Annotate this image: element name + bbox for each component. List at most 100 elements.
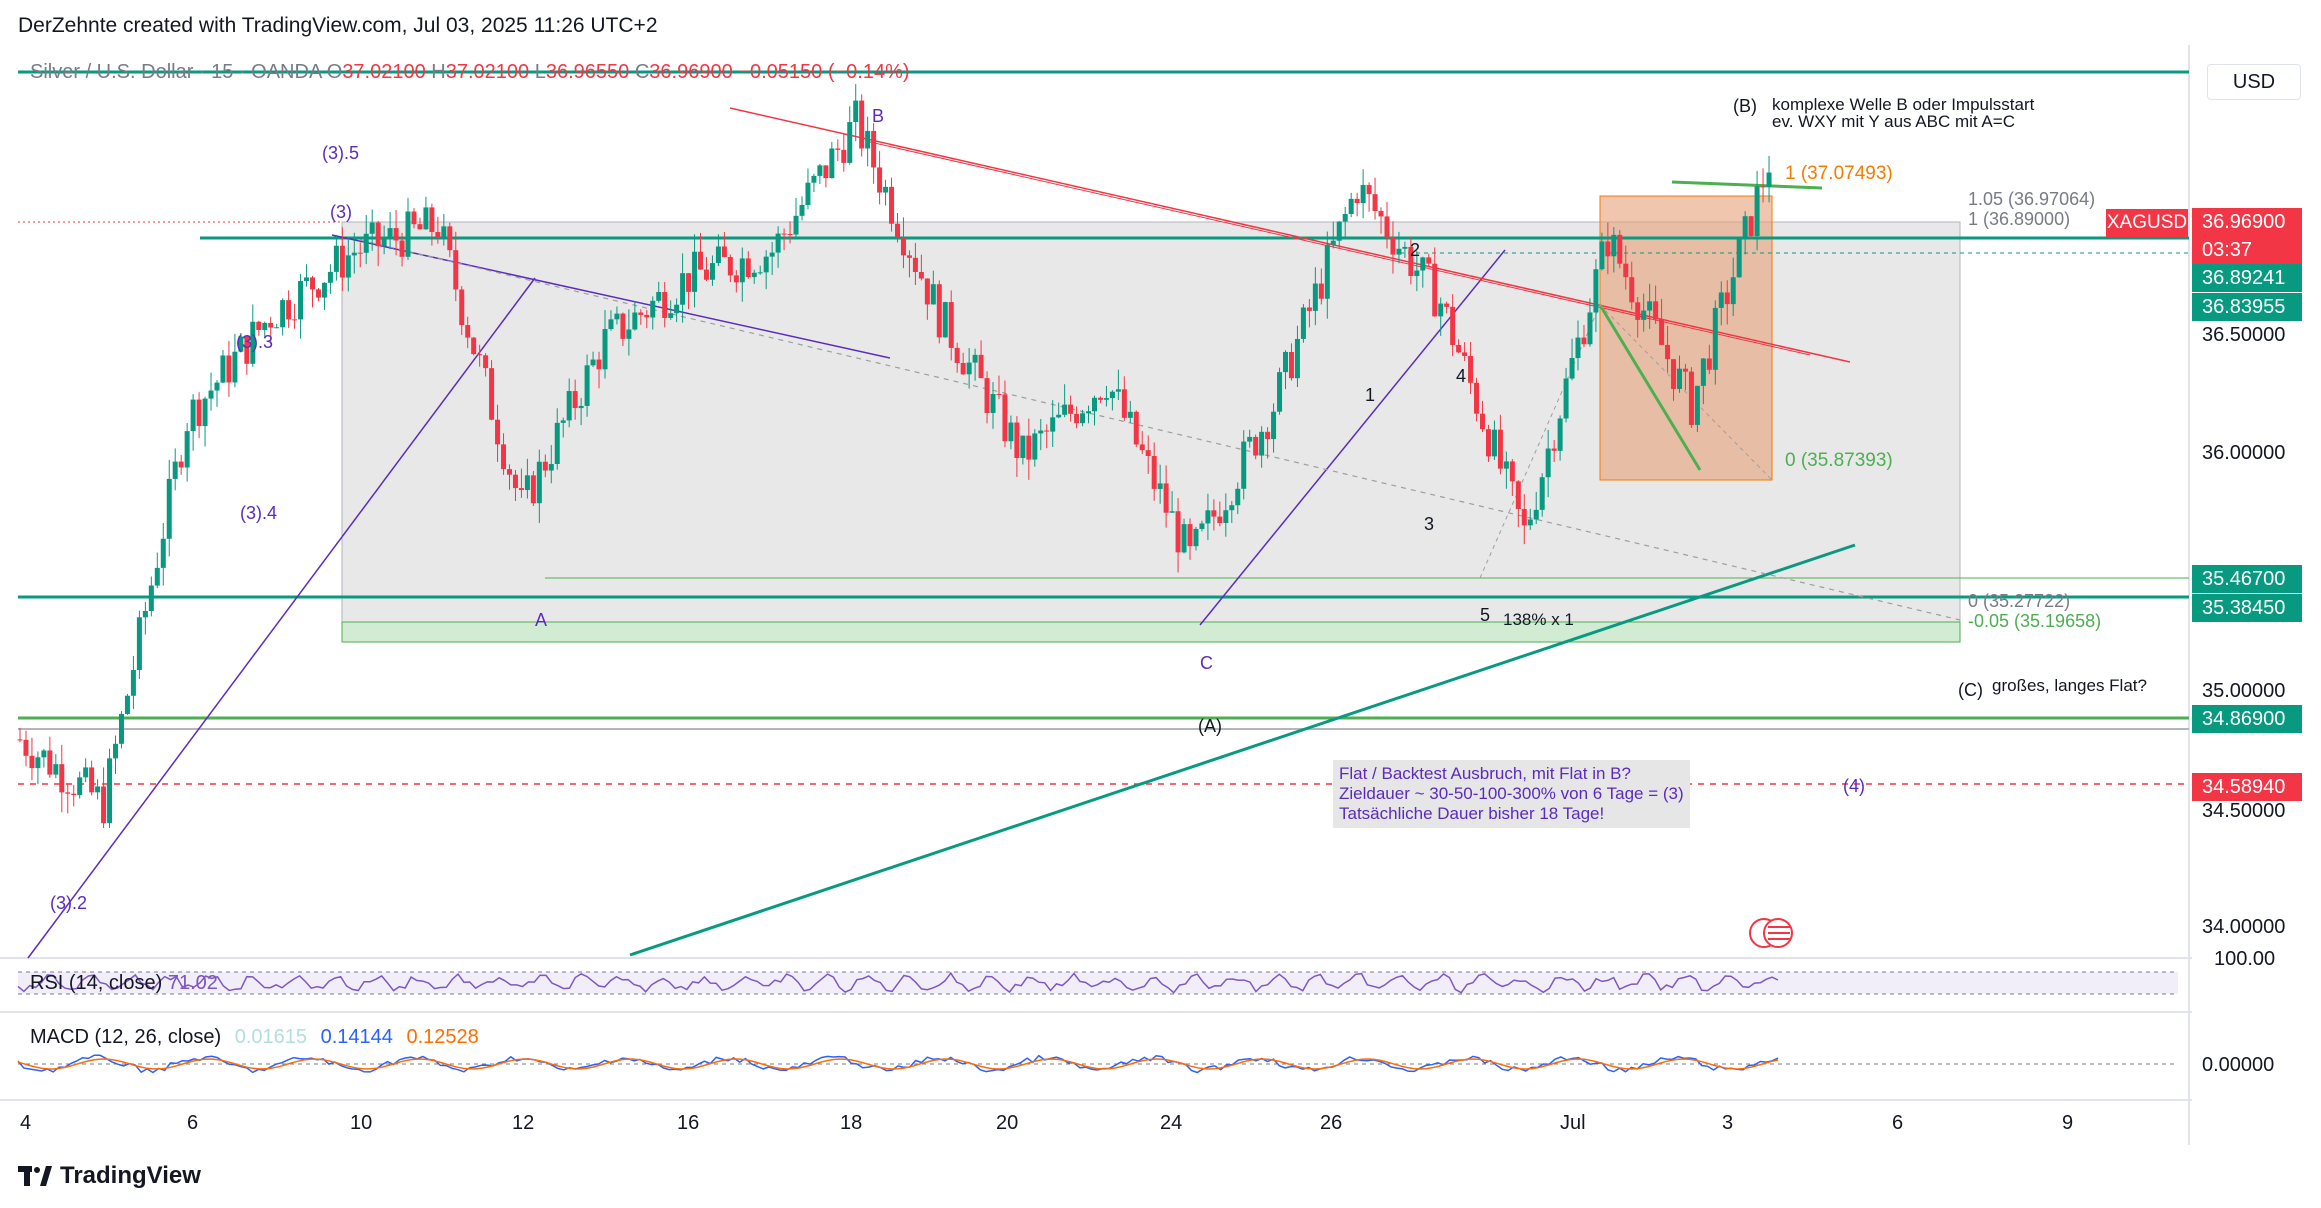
wave-label: (A) xyxy=(1198,716,1222,736)
candle-body xyxy=(1372,194,1378,212)
candle-body xyxy=(1456,344,1462,353)
us-flag-icon[interactable] xyxy=(1748,917,1794,949)
candle-body xyxy=(1259,431,1265,456)
candle-body xyxy=(1497,429,1503,469)
change-value: −0.05150 (−0.14%) xyxy=(738,61,910,83)
candle-body xyxy=(1563,378,1569,419)
macd-line xyxy=(17,1054,1779,1074)
candle-body xyxy=(692,251,698,292)
candle-body xyxy=(972,354,978,363)
candle-body xyxy=(662,291,668,318)
trendline-dashed xyxy=(359,239,1961,621)
candle-body xyxy=(256,321,262,331)
rsi-value: 71.02 xyxy=(167,972,218,994)
candle-body xyxy=(1097,397,1103,400)
candle-body xyxy=(548,463,554,471)
price-tick: 34.50000 xyxy=(2202,800,2286,822)
candle-body xyxy=(1026,435,1032,460)
open-value: 37.02100 xyxy=(342,61,426,83)
candle-body xyxy=(984,378,990,413)
candle-body xyxy=(1348,198,1354,214)
candle-body xyxy=(59,764,65,793)
candle-body xyxy=(1312,283,1318,311)
candle-body xyxy=(889,186,895,224)
candle-body xyxy=(1611,234,1617,257)
candle-body xyxy=(1533,509,1539,520)
wave-c-note: großes, langes Flat? xyxy=(1992,676,2147,695)
candle-body xyxy=(757,272,763,274)
candle-body xyxy=(405,211,411,257)
candle-body xyxy=(542,461,548,471)
candle-body xyxy=(1426,257,1432,264)
candle-body xyxy=(1157,483,1163,489)
price-tick: 36.00000 xyxy=(2202,442,2286,464)
wave-label: 4 xyxy=(1456,366,1467,386)
wave-label: B xyxy=(872,106,885,126)
candle-body xyxy=(1020,435,1026,458)
candle-body xyxy=(375,222,381,247)
candle-body xyxy=(107,758,113,824)
tradingview-logo-icon xyxy=(18,1166,52,1186)
candle-body xyxy=(35,757,41,769)
candle-body xyxy=(1288,351,1294,379)
candle-body xyxy=(1521,509,1527,526)
candle-body xyxy=(572,391,578,409)
candle-body xyxy=(895,223,900,238)
candle-body xyxy=(1306,307,1312,311)
rsi-legend[interactable]: RSI (14, close) 71.02 xyxy=(30,972,218,995)
candle-body xyxy=(512,474,518,489)
candle-body xyxy=(184,431,190,468)
time-tick: Jul xyxy=(1560,1112,1586,1134)
candle-body xyxy=(1151,455,1157,489)
low-value: 36.96550 xyxy=(545,61,630,83)
candle-body xyxy=(1336,221,1342,241)
price-tick: 36.50000 xyxy=(2202,324,2286,346)
candle-body xyxy=(41,750,47,758)
candle-body xyxy=(698,251,704,270)
candle-body xyxy=(1366,185,1372,195)
ohlc-legend[interactable]: Silver / U.S. Dollar · 15 · OANDA O37.02… xyxy=(30,61,910,84)
time-tick: 12 xyxy=(512,1112,535,1134)
candle-body xyxy=(148,585,154,611)
flat-note-3: Tatsächliche Dauer bisher 18 Tage! xyxy=(1339,804,1605,823)
level-tag: 34.58940 xyxy=(2192,773,2302,801)
candle-body xyxy=(53,764,59,775)
candle-body xyxy=(1032,433,1038,460)
time-tick: 24 xyxy=(1160,1112,1183,1134)
macd-legend[interactable]: MACD (12, 26, close) 0.01615 0.14144 0.1… xyxy=(30,1026,479,1049)
flat-note-2: Zieldauer ~ 30-50-100-300% von 6 Tage = … xyxy=(1339,784,1684,803)
candle-body xyxy=(829,148,835,179)
candle-body xyxy=(101,786,107,824)
trendline-red-2 xyxy=(869,141,1811,356)
candle-body xyxy=(1056,414,1062,418)
candle-body xyxy=(632,312,638,330)
time-tick: 9 xyxy=(2062,1112,2074,1134)
candle-body xyxy=(1450,306,1456,345)
candle-body xyxy=(1217,516,1223,523)
currency-button[interactable]: USD xyxy=(2207,64,2301,100)
wave-label: (4) xyxy=(1843,776,1865,796)
candle-body xyxy=(1509,461,1515,482)
candle-body xyxy=(1145,450,1151,456)
candle-body xyxy=(268,322,274,328)
candle-body xyxy=(1748,216,1754,236)
fib-0b-label: 0 (35.27722) xyxy=(1968,591,2071,611)
price-tick: 35.00000 xyxy=(2202,680,2286,702)
candle-body xyxy=(1080,413,1086,424)
candle-body xyxy=(17,739,23,741)
candle-body xyxy=(47,750,53,775)
candle-body xyxy=(871,130,877,168)
candle-body xyxy=(805,182,811,205)
candle-body xyxy=(1665,344,1671,360)
candle-body xyxy=(381,239,387,247)
trendline-teal xyxy=(629,543,1856,957)
tradingview-logo[interactable]: TradingView xyxy=(18,1162,201,1190)
wave-b-note-1: komplexe Welle B oder Impulsstart xyxy=(1772,95,2035,114)
symbol-tag: XAGUSD xyxy=(2106,209,2188,237)
candle-body xyxy=(83,767,89,778)
candle-body xyxy=(680,273,686,305)
fib-top-label: 1 (37.07493) xyxy=(1785,163,1893,184)
candle-body xyxy=(1485,429,1491,457)
candle-body xyxy=(1139,444,1145,451)
